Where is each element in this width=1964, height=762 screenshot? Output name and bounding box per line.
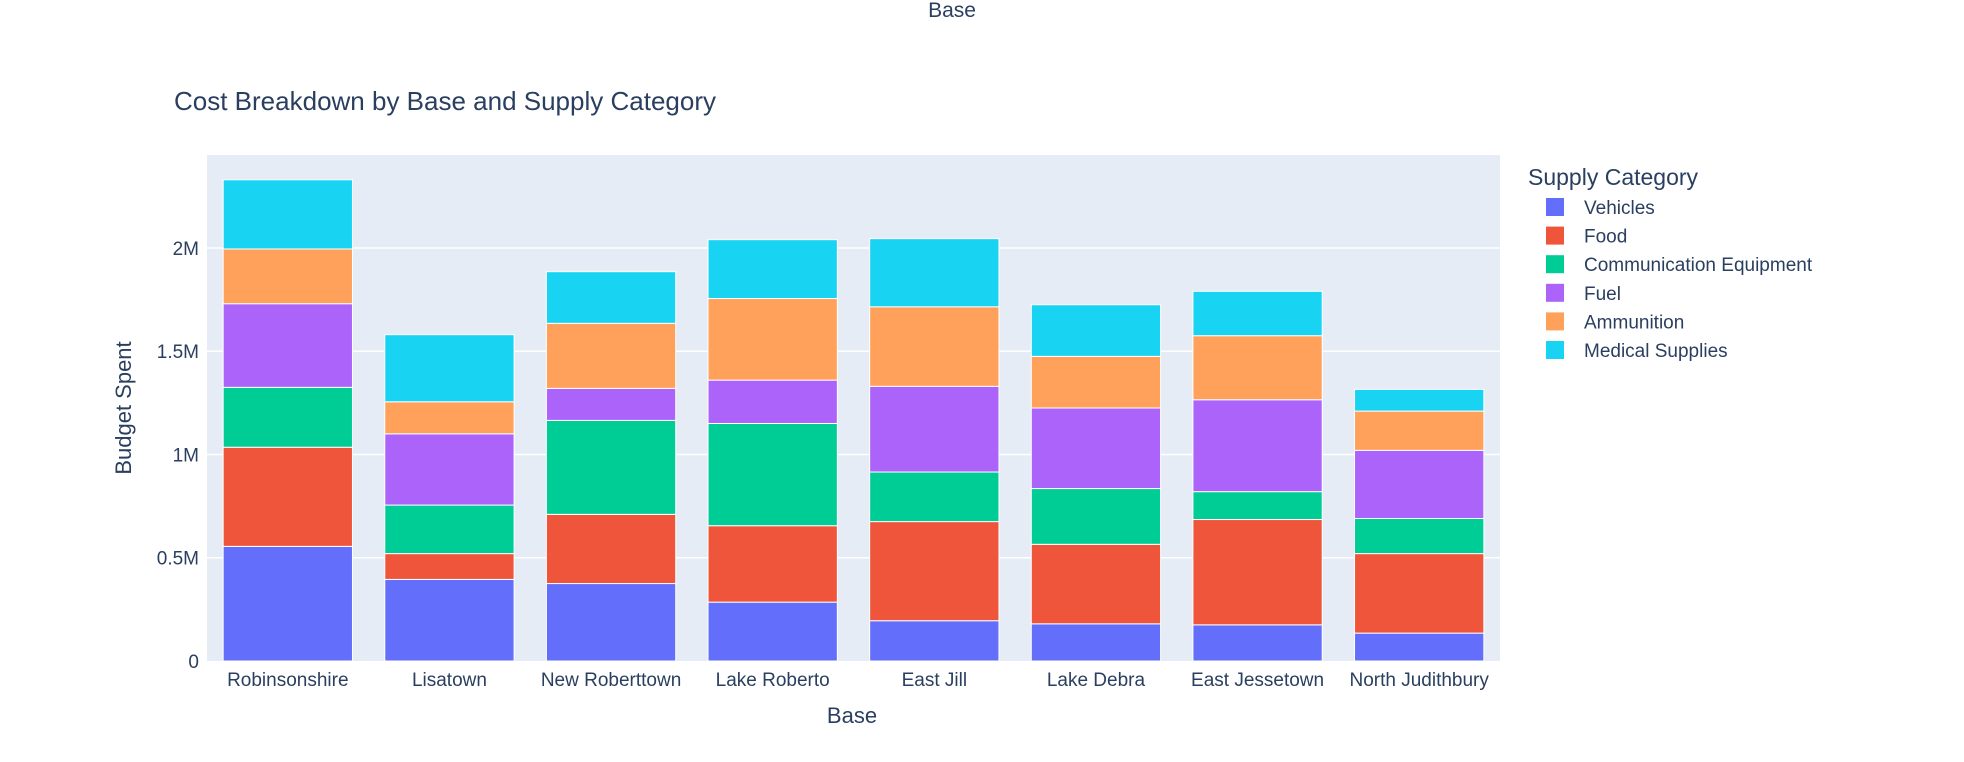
bar-segment <box>1192 491 1323 521</box>
bar-segment <box>707 298 838 381</box>
bar-segment <box>384 553 515 580</box>
bar-segment <box>869 620 1000 662</box>
bar-segment <box>707 601 838 662</box>
legend-swatch <box>1546 198 1564 216</box>
bar-segment <box>869 521 1000 622</box>
legend-swatch <box>1546 283 1564 302</box>
bar-segment <box>707 379 838 424</box>
x-tick-label: East Jessetown <box>1191 670 1324 691</box>
bar-segment <box>384 334 515 403</box>
x-tick-label: East Jill <box>902 670 967 691</box>
bar-segment <box>545 513 677 585</box>
legend-item-label: Communication Equipment <box>1584 255 1813 276</box>
bars <box>222 179 1485 662</box>
legend-item-label: Medical Supplies <box>1584 341 1728 362</box>
bar-segment <box>1030 543 1162 625</box>
y-tick-label: 1.5M <box>157 342 199 363</box>
legend-item-label: Food <box>1584 227 1627 248</box>
x-tick-label: New Roberttown <box>541 670 681 691</box>
bar-segment <box>1354 449 1485 519</box>
legend-item-label: Ammunition <box>1584 312 1684 333</box>
chart-top-label: Base <box>928 0 976 22</box>
legend-swatch <box>1546 341 1564 359</box>
bar-segment <box>1030 407 1162 490</box>
bar-segment <box>1192 290 1323 337</box>
y-tick-label: 2M <box>173 239 199 260</box>
bar-segment <box>545 322 677 389</box>
bar-segment <box>222 386 353 448</box>
legend-title: Supply Category <box>1528 164 1699 190</box>
bar-segment <box>869 238 1000 308</box>
legend: Supply Category Vehicles Food Communicatio… <box>1528 164 1813 362</box>
x-tick-label: North Judithbury <box>1349 670 1489 691</box>
bar-segment <box>545 419 677 515</box>
bar-segment <box>869 306 1000 387</box>
bar-segment <box>869 471 1000 523</box>
bar-segment <box>707 525 838 603</box>
x-tick-label: Lisatown <box>412 670 487 691</box>
bar-segment <box>545 271 677 324</box>
y-tick-label: 0 <box>188 652 199 673</box>
legend-swatch <box>1546 312 1564 331</box>
bar-segment <box>1030 355 1162 409</box>
bar-segment <box>869 385 1000 473</box>
legend-swatch <box>1546 255 1564 274</box>
bar-segment <box>1192 519 1323 626</box>
bar-segment <box>1354 410 1485 451</box>
x-axis-title: Base <box>827 703 877 728</box>
y-tick-label: 0.5M <box>157 549 199 570</box>
bar-segment <box>222 303 353 388</box>
bar-segment <box>222 545 353 662</box>
bar-segment <box>1192 624 1323 662</box>
bar-segment <box>707 239 838 300</box>
bar-segment <box>384 504 515 555</box>
x-tick-label: Lake Roberto <box>716 670 830 691</box>
bar-segment <box>1030 623 1162 662</box>
y-axis-title: Budget Spent <box>111 341 136 474</box>
bar-segment <box>222 446 353 547</box>
bar-segment <box>222 179 353 250</box>
bar-segment <box>384 578 515 662</box>
bar-segment <box>545 583 677 662</box>
y-tick-labels: 0 0.5M 1M 1.5M 2M <box>157 239 199 673</box>
bar-segment <box>1354 517 1485 555</box>
bar-segment <box>1354 388 1485 412</box>
bar-segment <box>384 401 515 435</box>
bar-segment <box>707 422 838 527</box>
bar-segment <box>1030 304 1162 357</box>
bar-segment <box>1354 632 1485 662</box>
legend-swatch <box>1546 226 1564 245</box>
x-tick-label: Lake Debra <box>1047 670 1146 691</box>
bar-segment <box>1354 553 1485 634</box>
y-tick-label: 1M <box>173 445 199 466</box>
bar-segment <box>545 387 677 421</box>
bar-segment <box>1030 488 1162 545</box>
bar-segment <box>384 433 515 506</box>
bar-segment <box>222 248 353 305</box>
bar-segment <box>1192 399 1323 493</box>
bar-segment <box>1192 335 1323 401</box>
x-tick-label: Robinsonshire <box>227 670 348 691</box>
x-tick-labels: Robinsonshire Lisatown New Roberttown Lake … <box>227 670 1489 691</box>
legend-item-label: Vehicles <box>1584 198 1655 219</box>
legend-item-label: Fuel <box>1584 284 1621 305</box>
chart-title: Cost Breakdown by Base and Supply Catego… <box>174 86 716 116</box>
